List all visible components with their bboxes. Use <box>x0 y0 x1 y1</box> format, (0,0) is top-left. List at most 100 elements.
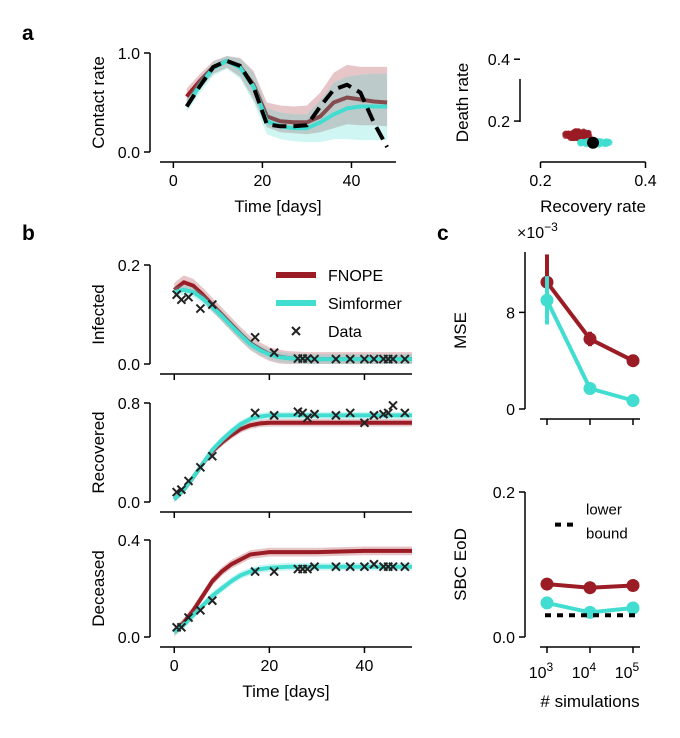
mse-ytick-label: 8 <box>506 305 515 322</box>
sbc-ytick-label: 0.2 <box>493 485 515 502</box>
recovered-data-marker <box>345 408 355 418</box>
contact-xtick-label: 0 <box>169 173 178 190</box>
mse-point-simformer <box>626 394 640 408</box>
contact-xlabel: Time [days] <box>234 197 321 216</box>
legend-data-marker <box>291 326 301 336</box>
deceased-data-marker <box>388 561 398 572</box>
chart-deceased: 0.0 0.4 0 20 40 Deceased Time [days] <box>89 533 412 701</box>
sbc-xtick-exponent: 5 <box>633 660 640 674</box>
deceased-xtick-label: 0 <box>170 658 179 675</box>
deceased-data-marker <box>195 605 206 616</box>
sbc-xtick-exponent: 3 <box>547 660 554 674</box>
sbc-xtick-base: 10 <box>529 665 547 682</box>
chart-infected: 0.0 0.2 Infected FNOPE Simformer Data <box>89 258 412 380</box>
infected-data-marker <box>359 354 370 364</box>
recovered-line-fnope <box>172 420 412 501</box>
deceased-xlabel: Time [days] <box>242 682 329 701</box>
infected-data-marker <box>207 299 218 310</box>
deceased-data-marker <box>269 566 279 577</box>
recovered-data-marker <box>369 410 379 421</box>
chart-posterior: 0.2 0.4 0.2 0.4 Death rate Recovery rate <box>453 52 657 216</box>
mse-scale-base: ×10 <box>517 225 544 242</box>
recovered-data-marker <box>383 408 393 418</box>
sbc-xtick-label: 105 <box>615 660 640 682</box>
deceased-xtick-label: 40 <box>356 658 374 675</box>
infected-data-marker <box>309 354 320 364</box>
panel-label-b: b <box>22 222 35 245</box>
recovered-ytick-label: 0.0 <box>118 495 140 512</box>
panel-label-a: a <box>22 22 34 45</box>
recovered-ylabel: Recovered <box>89 411 108 493</box>
sbc-point-simformer <box>626 601 640 615</box>
infected-data-marker <box>400 354 410 364</box>
contact-xtick-label: 20 <box>254 173 272 190</box>
recovered-data-marker <box>388 400 398 411</box>
deceased-ylabel: Deceased <box>89 550 108 627</box>
sbc-point-fnope <box>540 577 554 591</box>
sbc-xtick-label: 103 <box>529 660 554 682</box>
sbc-point-simformer <box>540 596 554 610</box>
infected-band-fnope <box>174 275 412 364</box>
infected-data-marker <box>369 354 379 364</box>
deceased-data-marker <box>369 559 379 569</box>
infected-data-marker <box>195 303 206 314</box>
sbc-xtick-label: 104 <box>572 660 597 682</box>
deceased-data-marker <box>309 561 320 572</box>
infected-data-marker <box>183 292 194 302</box>
deceased-data-marker <box>176 622 187 633</box>
recovered-data-marker <box>176 484 187 495</box>
posterior-ytick-label: 0.4 <box>488 52 510 69</box>
recovered-band-fnope <box>174 419 412 502</box>
sbc-xtick-base: 10 <box>615 665 633 682</box>
deceased-data-marker <box>359 561 370 572</box>
deceased-ytick-label: 0.4 <box>118 533 140 550</box>
deceased-data-marker <box>183 612 194 623</box>
mse-point-fnope <box>583 332 597 346</box>
sbc-annotation-text: lower <box>586 502 622 519</box>
sbc-xtick-exponent: 4 <box>590 660 597 674</box>
infected-data-marker <box>176 294 187 305</box>
mse-line-fnope <box>545 280 634 363</box>
infected-data-marker <box>331 354 341 364</box>
posterior-xtick-label: 0.2 <box>529 173 551 190</box>
infected-band-simformer <box>174 284 412 364</box>
mse-scale-label: ×10−3 <box>517 220 558 242</box>
recovered-data-marker <box>359 418 370 428</box>
recovered-data-marker <box>171 487 182 497</box>
posterior-true-parameter <box>587 136 599 149</box>
contact-xtick-label: 40 <box>343 173 361 190</box>
recovered-ytick-label: 0.8 <box>118 396 140 413</box>
recovered-data-marker <box>302 413 313 423</box>
legend-label-data: Data <box>328 324 362 341</box>
recovered-data-marker <box>331 410 341 421</box>
sbc-point-fnope <box>626 579 640 593</box>
legend-label-fnope: FNOPE <box>328 268 383 285</box>
legend-label-simformer: Simformer <box>328 296 402 313</box>
contact-line-ground-truth <box>185 58 389 149</box>
recovered-data-marker <box>195 462 206 473</box>
deceased-data-marker <box>302 564 313 574</box>
infected-data-marker <box>388 354 398 364</box>
infected-line-fnope <box>173 280 412 362</box>
recovered-data-marker <box>309 409 320 419</box>
deceased-data-marker <box>331 561 341 572</box>
recovered-data-marker <box>250 408 260 418</box>
chart-contact: 0.0 1.0 0 20 40 Contact rate Time [days] <box>89 46 396 216</box>
chart-recovered: 0.0 0.8 Recovered <box>89 396 412 518</box>
infected-data-marker <box>269 347 279 358</box>
posterior-xlabel: Recovery rate <box>540 197 646 216</box>
posterior-sample-fnope <box>576 132 584 140</box>
deceased-data-marker <box>400 561 410 572</box>
posterior-xtick-label: 0.4 <box>634 173 656 190</box>
deceased-data-marker <box>250 566 260 577</box>
sbc-xlabel: # simulations <box>540 692 639 711</box>
contact-ytick-label: 0.0 <box>118 145 140 162</box>
infected-data-marker <box>250 332 260 342</box>
recovered-data-marker <box>400 408 410 418</box>
mse-point-fnope <box>626 354 640 368</box>
posterior-sample-fnope <box>567 134 574 142</box>
chart-mse: 0 8 MSE ×10−3 <box>451 220 640 425</box>
mse-scale-exponent: −3 <box>544 220 558 234</box>
